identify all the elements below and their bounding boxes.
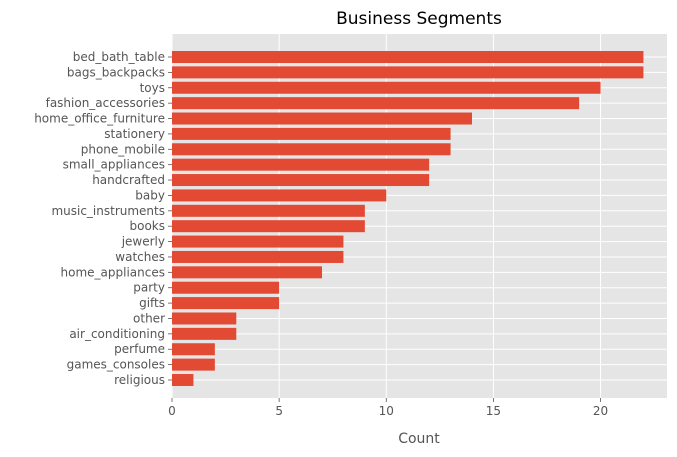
x-axis-label: Count	[398, 431, 440, 447]
bar-baby	[172, 189, 387, 202]
chart-title: Business Segments	[336, 9, 502, 29]
bar-bags-backpacks	[172, 66, 644, 79]
y-tick-label: air_conditioning	[69, 327, 165, 341]
x-axis-tick-labels: 0 5 10 15 20	[168, 398, 608, 418]
bar-air-conditioning	[172, 327, 237, 340]
y-tick-label: jewerly	[121, 235, 165, 249]
x-tick-label: 10	[379, 404, 394, 418]
y-tick-label: baby	[135, 188, 165, 202]
y-tick-label: home_office_furniture	[34, 112, 165, 126]
y-tick-label: watches	[115, 250, 165, 264]
bar-handcrafted	[172, 174, 430, 187]
bar-fashion-accessories	[172, 97, 580, 110]
bar-jewerly	[172, 235, 344, 248]
y-tick-label: bags_backpacks	[67, 65, 165, 79]
bars	[172, 51, 644, 386]
bar-phone-mobile	[172, 143, 451, 156]
bar-games-consoles	[172, 358, 215, 371]
bar-other	[172, 312, 237, 325]
y-tick-label: party	[133, 281, 165, 295]
bar-home-appliances	[172, 266, 322, 279]
y-tick-label: gifts	[139, 296, 165, 310]
x-tick-label: 20	[593, 404, 608, 418]
bar-party	[172, 281, 280, 294]
x-tick-label: 5	[275, 404, 283, 418]
bar-bed-bath-table	[172, 51, 644, 63]
bar-watches	[172, 250, 344, 263]
y-tick-label: toys	[140, 81, 165, 95]
bar-music-instruments	[172, 204, 365, 217]
y-tick-label: books	[129, 219, 165, 233]
y-tick-label: bed_bath_table	[73, 50, 165, 64]
y-tick-label: small_appliances	[63, 158, 165, 172]
y-tick-label: phone_mobile	[81, 142, 165, 156]
y-tick-label: fashion_accessories	[46, 96, 165, 110]
bar-perfume	[172, 343, 215, 356]
y-tick-label: handcrafted	[92, 173, 165, 187]
x-tick-label: 0	[168, 404, 176, 418]
y-axis-tick-labels: bed_bath_tablebags_backpackstoysfashion_…	[34, 50, 172, 387]
bar-stationery	[172, 127, 451, 140]
y-tick-label: other	[133, 311, 165, 325]
y-tick-label: religious	[114, 373, 165, 387]
y-tick-label: stationery	[104, 127, 165, 141]
bar-small-appliances	[172, 158, 430, 171]
bar-toys	[172, 81, 601, 94]
y-tick-label: perfume	[114, 342, 165, 356]
y-tick-label: music_instruments	[51, 204, 165, 218]
y-tick-label: home_appliances	[61, 265, 165, 279]
bar-gifts	[172, 297, 280, 310]
x-tick-label: 15	[486, 404, 501, 418]
bar-religious	[172, 374, 194, 386]
bar-books	[172, 220, 365, 233]
bar-home-office-furniture	[172, 112, 472, 125]
y-tick-label: games_consoles	[67, 358, 165, 372]
